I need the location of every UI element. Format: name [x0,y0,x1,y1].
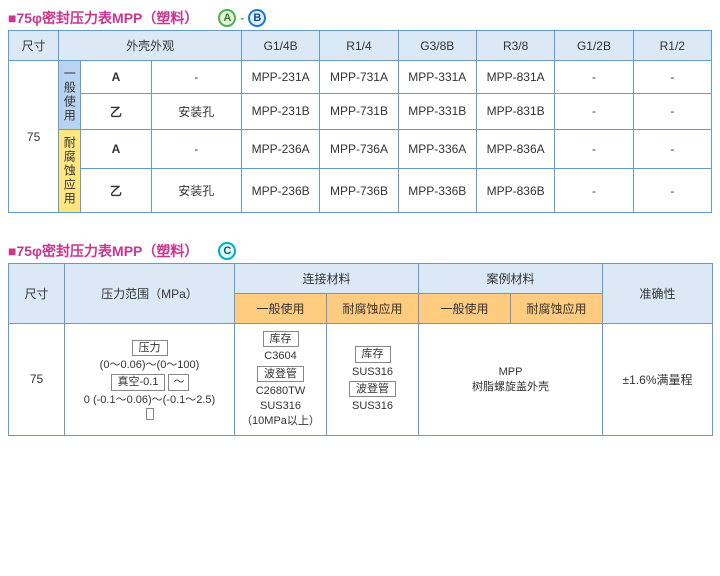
model-cell: - [633,61,711,94]
model-cell: MPP-331A [398,61,476,94]
subhdr-general: 一般使用 [419,294,511,324]
subhdr-corrosion: 耐腐蚀应用 [327,294,419,324]
conn-corrosion-cell: 库存 SUS316 波登管 SUS316 [327,324,419,436]
model-cell: MPP-231A [241,61,319,94]
model-cell: MPP-831A [476,61,554,94]
hole-cell: 安装孔 [151,169,241,213]
pill-stock: 库存 [263,331,299,347]
model-cell: - [633,130,711,169]
table-row: 乙 安装孔 MPP-236B MPP-736B MPP-336B MPP-836… [9,169,712,213]
hdr-col: G1/2B [555,31,633,61]
range-cell: 压力 (0～0.06)～(0～100) 真空-0.1 ～ 0 (-0.1～0.0… [65,324,235,436]
model-cell: MPP-836A [476,130,554,169]
mat-line: SUS316 [352,399,393,413]
table-header-row: 尺寸 外壳外观 G1/4B R1/4 G3/8B R3/8 G1/2B R1/2 [9,31,712,61]
model-cell: MPP-236A [241,130,319,169]
shape-cell: A [81,61,151,94]
size-cell: 75 [9,61,59,213]
conn-general-cell: 库存 C3604 波登管 C2680TW SUS316 （10MPa以上） [235,324,327,436]
note-icon [146,408,154,420]
badge-a-icon: A [218,9,236,27]
hdr-col: G1/4B [241,31,319,61]
subhdr-general: 一般使用 [235,294,327,324]
strip-corrosion: 耐腐蚀应用 [59,130,81,213]
pill-stock: 库存 [355,346,391,362]
model-cell: - [633,93,711,129]
subhdr-corrosion: 耐腐蚀应用 [511,294,603,324]
model-cell: MPP-731A [320,61,398,94]
model-cell: - [633,169,711,213]
case-cell: MPP 树脂螺旋盖外壳 [419,324,603,436]
badge-c-icon: C [218,242,236,260]
pill-bourdon: 波登管 [257,366,304,382]
hdr-range: 压力范围（MPa） [65,264,235,324]
shape-cell: 乙 [81,93,151,129]
table1-title: ■75φ密封压力表MPP（塑料） [8,8,198,28]
model-cell: MPP-331B [398,93,476,129]
range-line: 0 (-0.1～0.06)～(-0.1～2.5) [84,393,215,407]
hdr-accuracy: 准确性 [603,264,713,324]
model-cell: MPP-831B [476,93,554,129]
mat-line: （10MPa以上） [241,414,320,428]
model-cell: - [555,130,633,169]
mat-line: SUS316 [352,365,393,379]
hdr-size: 尺寸 [9,264,65,324]
table-row: 75 一般使用 A - MPP-231A MPP-731A MPP-331A M… [9,61,712,94]
hole-cell: 安装孔 [151,93,241,129]
table2-title-row: ■75φ密封压力表MPP（塑料） C [8,241,712,261]
range-line: (0～0.06)～(0～100) [100,358,200,372]
dash-icon: - [240,11,244,25]
product-table-1: 尺寸 外壳外观 G1/4B R1/4 G3/8B R3/8 G1/2B R1/2… [8,30,712,213]
table1-title-row: ■75φ密封压力表MPP（塑料） A - B [8,8,712,28]
pill-pressure: 压力 [132,340,168,356]
model-cell: MPP-236B [241,169,319,213]
model-cell: MPP-836B [476,169,554,213]
hdr-appearance: 外壳外观 [59,31,242,61]
table-row: 乙 安装孔 MPP-231B MPP-731B MPP-331B MPP-831… [9,93,712,129]
model-cell: MPP-231B [241,93,319,129]
model-cell: MPP-736B [320,169,398,213]
mat-line: SUS316 [260,399,301,413]
size-cell: 75 [9,324,65,436]
hole-cell: - [151,130,241,169]
table-row: 耐腐蚀应用 A - MPP-236A MPP-736A MPP-336A MPP… [9,130,712,169]
case-line: 树脂螺旋盖外壳 [472,380,549,394]
table1-badges: A - B [218,9,266,27]
table-header-row: 尺寸 压力范围（MPa） 连接材料 案例材料 准确性 [9,264,713,294]
mat-line: C2680TW [256,384,306,398]
hole-cell: - [151,61,241,94]
table-row: 75 压力 (0～0.06)～(0～100) 真空-0.1 ～ 0 (-0.1～… [9,324,713,436]
model-cell: MPP-336A [398,130,476,169]
model-cell: MPP-731B [320,93,398,129]
model-cell: - [555,169,633,213]
mat-line: C3604 [264,349,296,363]
hdr-col: G3/8B [398,31,476,61]
model-cell: - [555,61,633,94]
product-table-2: 尺寸 压力范围（MPa） 连接材料 案例材料 准确性 一般使用 耐腐蚀应用 一般… [8,263,713,436]
model-cell: MPP-336B [398,169,476,213]
model-cell: MPP-736A [320,130,398,169]
hdr-col: R1/4 [320,31,398,61]
tilde-box: ～ [168,374,189,390]
case-line: MPP [499,365,523,379]
shape-cell: 乙 [81,169,151,213]
hdr-conn-mat: 连接材料 [235,264,419,294]
pill-vacuum: 真空-0.1 [111,374,166,390]
table2-title: ■75φ密封压力表MPP（塑料） [8,241,198,261]
hdr-col: R1/2 [633,31,711,61]
hdr-size: 尺寸 [9,31,59,61]
hdr-col: R3/8 [476,31,554,61]
pill-bourdon: 波登管 [349,381,396,397]
strip-general: 一般使用 [59,61,81,130]
model-cell: - [555,93,633,129]
accuracy-cell: ±1.6%满量程 [603,324,713,436]
hdr-case-mat: 案例材料 [419,264,603,294]
badge-b-icon: B [248,9,266,27]
table2-badges: C [218,242,236,260]
shape-cell: A [81,130,151,169]
